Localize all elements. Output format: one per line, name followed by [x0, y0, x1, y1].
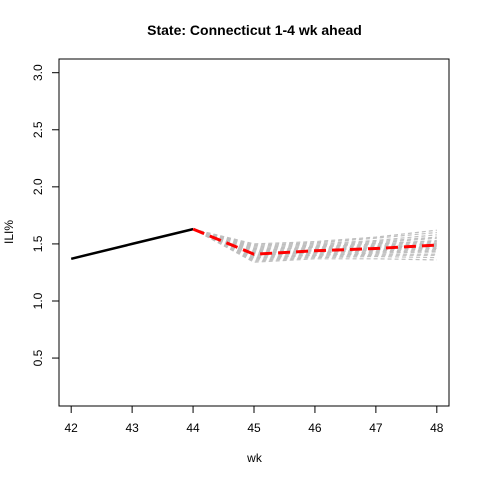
series-lines [70, 227, 437, 261]
ensemble-trajectory [192, 228, 437, 248]
ensemble-trajectory [192, 228, 437, 261]
y-tick-label: 0.5 [31, 349, 45, 366]
ensemble-trajectory [192, 228, 437, 250]
x-tick-label: 42 [65, 421, 79, 435]
x-tick-label: 48 [430, 421, 444, 435]
x-axis-label: wk [246, 451, 263, 465]
y-tick-label: 2.5 [31, 121, 45, 138]
observed-line [70, 227, 194, 261]
y-tick-label: 3.0 [31, 64, 45, 81]
x-tick-label: 45 [247, 421, 261, 435]
ensemble-trajectory [192, 228, 437, 245]
ensemble-trajectory [192, 228, 437, 262]
ensemble-trajectory [192, 228, 437, 247]
y-axis-label: ILI% [2, 220, 16, 244]
ensemble-trajectory [192, 228, 437, 259]
y-tick-label: 2.0 [31, 178, 45, 195]
y-tick-label: 1.5 [31, 235, 45, 252]
forecast-mean-line [192, 227, 437, 256]
ensemble-trajectory [192, 228, 437, 246]
chart-title: State: Connecticut 1-4 wk ahead [147, 22, 362, 38]
x-tick-label: 43 [125, 421, 139, 435]
ensemble-trajectory [192, 228, 437, 251]
plot-area [58, 58, 450, 407]
x-tick-label: 44 [186, 421, 200, 435]
x-tick-label: 46 [308, 421, 322, 435]
ensemble-trajectory [192, 228, 437, 252]
x-tick-label: 47 [369, 421, 383, 435]
plot-frame [58, 58, 450, 407]
ensemble-trajectory [192, 228, 437, 263]
y-tick-label: 1.0 [31, 292, 45, 309]
x-axis: 42 43 44 45 46 47 48 [65, 405, 444, 435]
y-axis: 0.5 1.0 1.5 2.0 2.5 3.0 [31, 64, 60, 366]
